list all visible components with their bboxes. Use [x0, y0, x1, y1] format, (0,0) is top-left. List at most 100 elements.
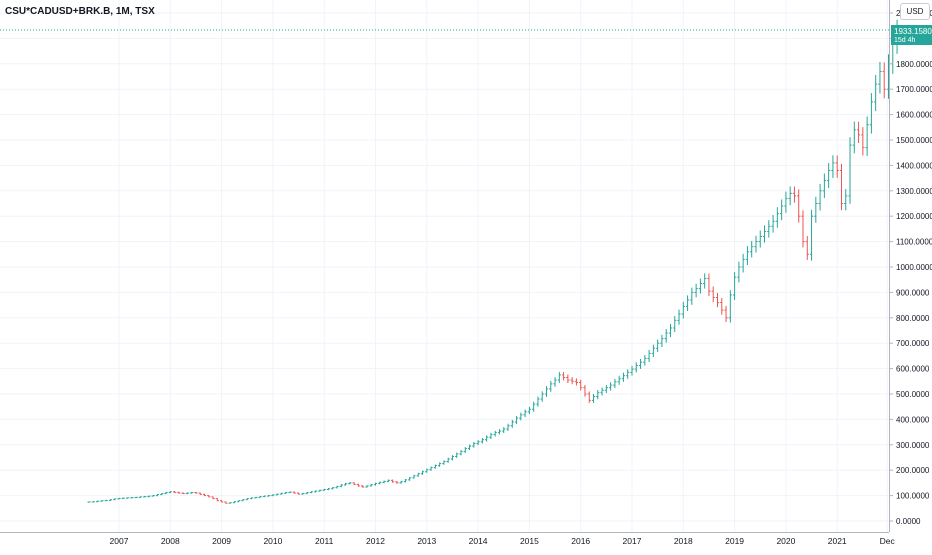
ohlc-bar — [754, 235, 758, 253]
ohlc-bar — [562, 371, 566, 381]
ohlc-bar — [839, 163, 844, 211]
ohlc-bar — [416, 472, 420, 477]
ohlc-bar — [382, 480, 386, 484]
time-axis[interactable]: 2007 2008 2009 2010 2011 2012 2013 2014 2015 2016… — [110, 536, 896, 546]
y-tick-label: 600.0000 — [896, 365, 930, 374]
grid — [0, 0, 889, 532]
ohlc-bar — [185, 492, 189, 495]
ohlc-bar — [485, 435, 489, 442]
y-tick-label: 1800.0000 — [896, 60, 932, 69]
x-tick-label: 2008 — [161, 536, 180, 546]
ohlc-bar — [143, 496, 147, 498]
ohlc-bar — [852, 121, 856, 154]
ohlc-bar — [365, 485, 369, 488]
ohlc-bar — [151, 495, 155, 497]
currency-button[interactable]: USD — [900, 3, 930, 20]
ohlc-bar — [544, 386, 549, 397]
ohlc-bar — [540, 391, 544, 402]
ohlc-bar — [378, 481, 382, 485]
x-tick-label: 2017 — [623, 536, 642, 546]
ohlc-bar — [459, 449, 463, 456]
ohlc-bars — [87, 19, 899, 504]
ohlc-bar — [373, 482, 378, 486]
x-tick-label: 2015 — [520, 536, 539, 546]
ohlc-bar — [579, 379, 583, 391]
ohlc-bar — [284, 491, 288, 494]
ohlc-bar — [656, 339, 660, 353]
price-axis[interactable]: 0.0000 100.0000 200.0000 300.0000 400.0000 50… — [889, 9, 932, 526]
ohlc-bar — [822, 173, 826, 198]
y-tick-label: 1700.0000 — [896, 85, 932, 94]
ohlc-bar — [621, 372, 626, 382]
ohlc-bar — [314, 490, 318, 493]
ohlc-bar — [343, 482, 348, 486]
last-price-label: 1933.1580 15d 4h — [891, 25, 932, 46]
x-tick-label: 2007 — [110, 536, 129, 546]
ohlc-bar — [100, 500, 104, 502]
ohlc-bar — [668, 323, 673, 338]
ohlc-bar — [356, 483, 360, 487]
ohlc-bar — [113, 498, 117, 501]
ohlc-bar — [651, 344, 655, 357]
ohlc-bar — [408, 476, 412, 481]
ohlc-bar — [245, 498, 249, 501]
ohlc-bar — [792, 186, 797, 203]
ohlc-bar — [249, 497, 254, 500]
ohlc-bar — [403, 478, 408, 483]
ohlc-bar — [190, 491, 194, 494]
ohlc-bar — [348, 482, 352, 485]
ohlc-bar — [600, 387, 604, 396]
ohlc-bar — [211, 496, 215, 500]
y-tick-label: 400.0000 — [896, 415, 930, 424]
ohlc-bar — [96, 500, 100, 503]
ohlc-bar — [125, 497, 130, 499]
ohlc-bar — [549, 380, 553, 392]
ohlc-bar — [510, 419, 514, 428]
ohlc-bar — [720, 298, 724, 315]
ohlc-bar — [557, 371, 561, 384]
ohlc-bar — [634, 362, 638, 373]
ohlc-bar — [780, 199, 784, 221]
ohlc-bar — [279, 492, 284, 495]
ohlc-bar — [147, 495, 151, 498]
ohlc-bar — [707, 273, 711, 296]
ohlc-bar — [198, 492, 202, 495]
y-tick-label: 500.0000 — [896, 390, 930, 399]
ohlc-bar — [267, 495, 271, 497]
ohlc-bar — [369, 483, 373, 487]
ohlc-bar — [878, 61, 882, 94]
ohlc-bar — [758, 230, 762, 248]
ohlc-bar — [532, 401, 536, 412]
ohlc-bar — [553, 377, 557, 387]
ohlc-bar — [493, 430, 497, 437]
ohlc-bar — [762, 225, 767, 243]
ohlc-bar — [711, 286, 715, 303]
ohlc-bar — [784, 191, 788, 213]
ohlc-bar — [305, 491, 309, 495]
y-tick-label: 700.0000 — [896, 339, 930, 348]
ohlc-bar — [224, 501, 228, 504]
ohlc-bar — [271, 494, 275, 497]
ohlc-bar — [703, 273, 707, 289]
ohlc-bar — [865, 116, 869, 156]
x-tick-label: Dec — [880, 536, 896, 546]
ohlc-bar — [583, 384, 587, 397]
ohlc-bar — [438, 462, 442, 467]
ohlc-bar — [160, 492, 164, 496]
ohlc-bar — [476, 440, 480, 446]
ohlc-bar — [399, 480, 403, 484]
x-tick-label: 2013 — [417, 536, 436, 546]
ohlc-bar — [429, 466, 433, 471]
ohlc-bar — [733, 272, 737, 301]
y-tick-label: 200.0000 — [896, 466, 930, 475]
ohlc-bar — [750, 240, 754, 258]
ohlc-bar — [433, 464, 437, 469]
ohlc-bar — [809, 209, 814, 261]
x-tick-label: 2010 — [263, 536, 282, 546]
y-tick-label: 100.0000 — [896, 492, 930, 501]
x-tick-label: 2014 — [469, 536, 488, 546]
y-tick-label: 800.0000 — [896, 314, 930, 323]
ohlc-bar — [442, 460, 446, 465]
